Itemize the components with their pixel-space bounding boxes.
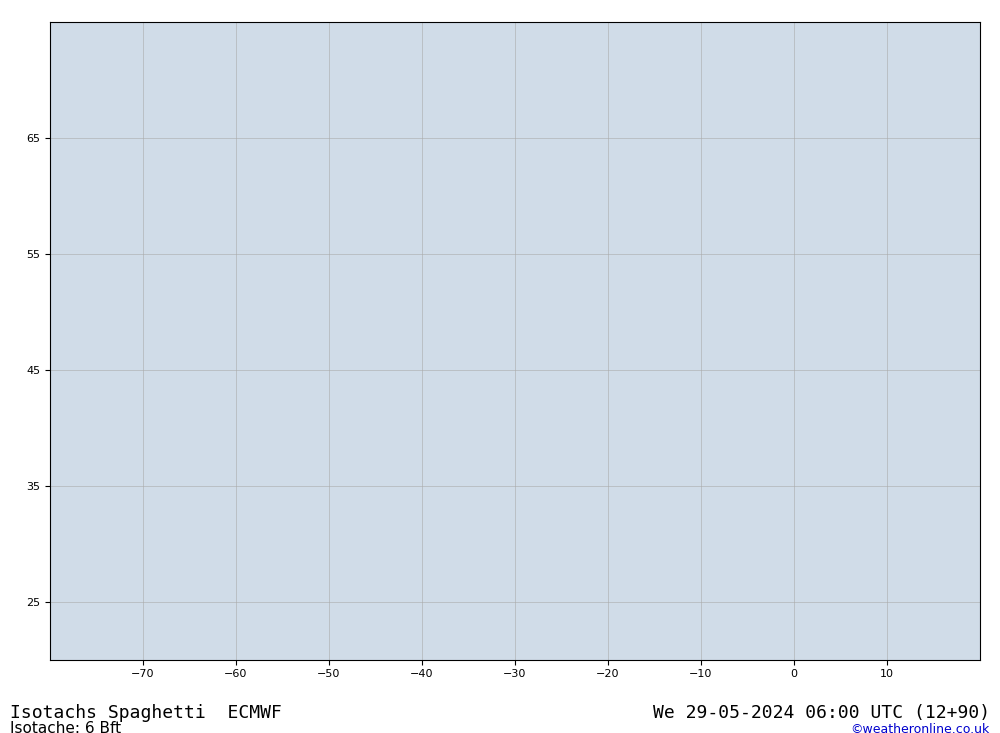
Text: Isotachs Spaghetti  ECMWF: Isotachs Spaghetti ECMWF [10,704,282,722]
Text: Isotache: 6 Bft: Isotache: 6 Bft [10,721,121,733]
Text: We 29-05-2024 06:00 UTC (12+90): We 29-05-2024 06:00 UTC (12+90) [653,704,990,722]
Text: ©weatheronline.co.uk: ©weatheronline.co.uk [851,723,990,733]
